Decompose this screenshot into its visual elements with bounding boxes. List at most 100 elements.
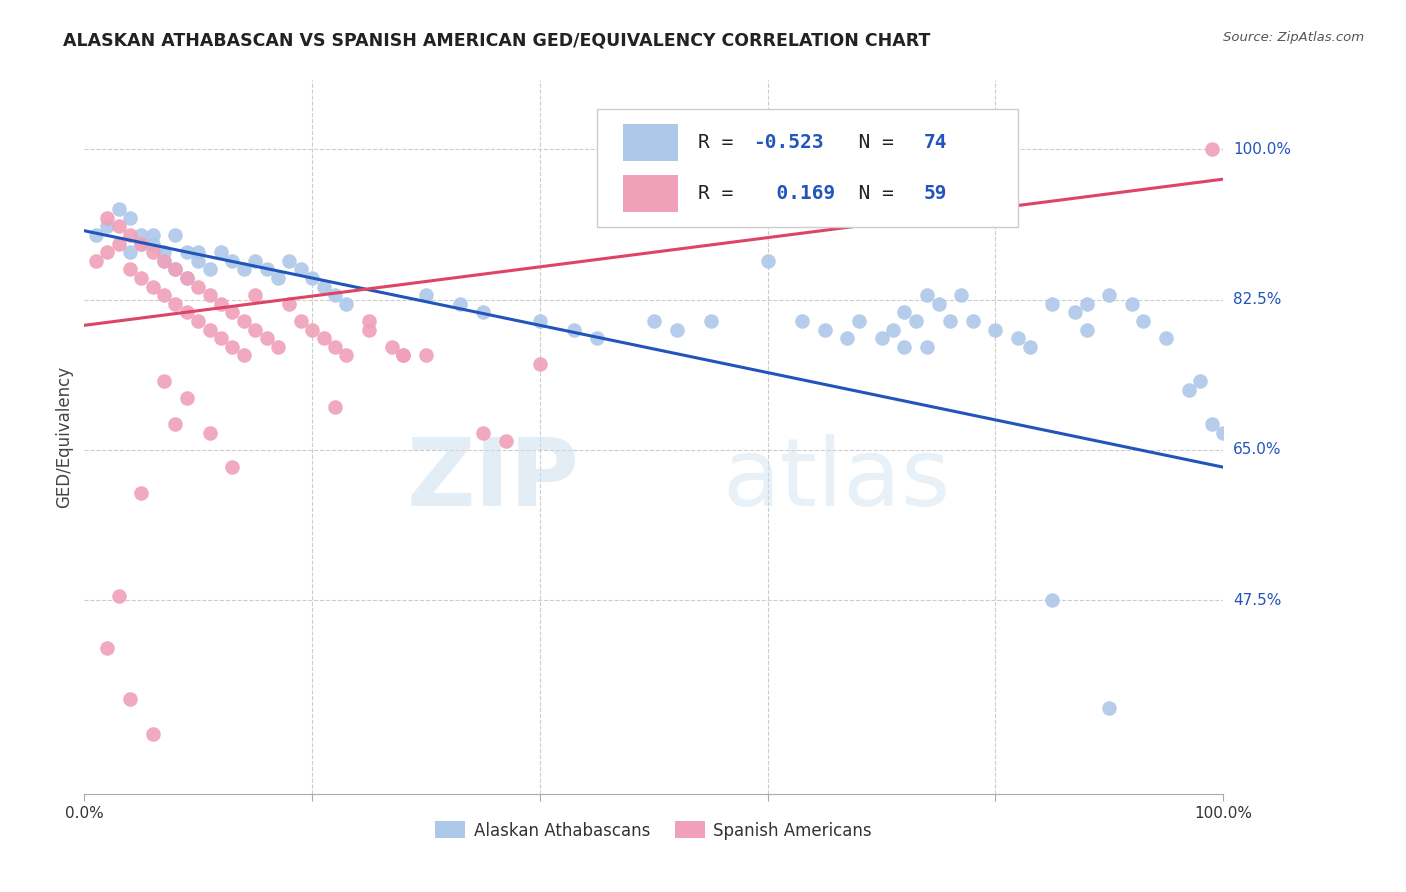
Point: [142, 236, 165, 251]
Legend: Alaskan Athabascans, Spanish Americans: Alaskan Athabascans, Spanish Americans: [429, 814, 879, 847]
Point: [1007, 331, 1029, 345]
Point: [928, 297, 950, 311]
Point: [256, 331, 278, 345]
Point: [245, 288, 267, 302]
Point: [1178, 383, 1201, 397]
Point: [392, 348, 415, 362]
Point: [232, 348, 254, 362]
Point: [209, 297, 232, 311]
Text: 82.5%: 82.5%: [1233, 292, 1281, 307]
Point: [562, 323, 585, 337]
Point: [221, 305, 243, 319]
Text: 74: 74: [924, 133, 948, 152]
Point: [232, 262, 254, 277]
Point: [153, 253, 176, 268]
Point: [1064, 305, 1087, 319]
Point: [1098, 701, 1121, 715]
Point: [187, 314, 209, 328]
Point: [245, 323, 267, 337]
Point: [118, 262, 141, 277]
Point: [529, 314, 551, 328]
Point: [870, 331, 893, 345]
Point: [209, 245, 232, 260]
Point: [1042, 297, 1064, 311]
Point: [472, 305, 495, 319]
Point: [312, 279, 335, 293]
Point: [1132, 314, 1154, 328]
Point: [950, 288, 973, 302]
Point: [96, 640, 118, 655]
Point: [1212, 425, 1234, 440]
Point: [187, 253, 209, 268]
Point: [837, 331, 859, 345]
Point: [96, 211, 118, 225]
Point: [96, 219, 118, 234]
Point: [131, 271, 153, 285]
Point: [153, 374, 176, 388]
Point: [643, 314, 665, 328]
Point: [153, 253, 176, 268]
Point: [176, 271, 198, 285]
Text: 59: 59: [924, 185, 948, 203]
Text: 65.0%: 65.0%: [1233, 442, 1281, 458]
Point: [665, 323, 688, 337]
Point: [165, 227, 187, 242]
Point: [290, 262, 312, 277]
Point: [381, 340, 404, 354]
Point: [915, 340, 938, 354]
Point: [165, 262, 187, 277]
Point: [153, 245, 176, 260]
Point: [1098, 288, 1121, 302]
Point: [312, 331, 335, 345]
Point: [118, 211, 141, 225]
FancyBboxPatch shape: [623, 124, 678, 161]
Point: [118, 227, 141, 242]
Point: [107, 236, 129, 251]
Point: [335, 348, 357, 362]
Point: [586, 331, 609, 345]
Point: [256, 262, 278, 277]
Point: [198, 323, 221, 337]
Point: [1076, 323, 1098, 337]
Point: [187, 245, 209, 260]
Point: [893, 305, 915, 319]
Point: [118, 692, 141, 706]
Point: [814, 323, 837, 337]
Point: [267, 340, 290, 354]
Text: 47.5%: 47.5%: [1233, 593, 1281, 608]
Point: [415, 348, 437, 362]
Point: [495, 434, 517, 449]
Point: [142, 727, 165, 741]
Point: [359, 314, 381, 328]
Point: [165, 417, 187, 432]
Point: [142, 279, 165, 293]
Point: [915, 288, 938, 302]
Point: [790, 314, 813, 328]
Text: 100.0%: 100.0%: [1233, 142, 1291, 157]
Point: [1121, 297, 1143, 311]
Point: [301, 323, 323, 337]
Point: [1018, 340, 1040, 354]
Text: -0.523: -0.523: [752, 133, 824, 152]
Point: [131, 486, 153, 500]
Text: 0.169: 0.169: [752, 185, 835, 203]
Point: [221, 460, 243, 475]
Text: N =: N =: [835, 185, 905, 203]
Point: [939, 314, 962, 328]
Point: [882, 323, 904, 337]
Point: [893, 340, 915, 354]
Point: [1076, 297, 1098, 311]
Point: [84, 227, 107, 242]
Point: [984, 323, 1007, 337]
Point: [290, 314, 312, 328]
Point: [176, 271, 198, 285]
Point: [107, 589, 129, 603]
Point: [756, 253, 779, 268]
Point: [359, 323, 381, 337]
Point: [107, 202, 129, 217]
Point: [415, 288, 437, 302]
Point: [209, 331, 232, 345]
Point: [198, 425, 221, 440]
Point: [1201, 417, 1223, 432]
Y-axis label: GED/Equivalency: GED/Equivalency: [55, 366, 73, 508]
